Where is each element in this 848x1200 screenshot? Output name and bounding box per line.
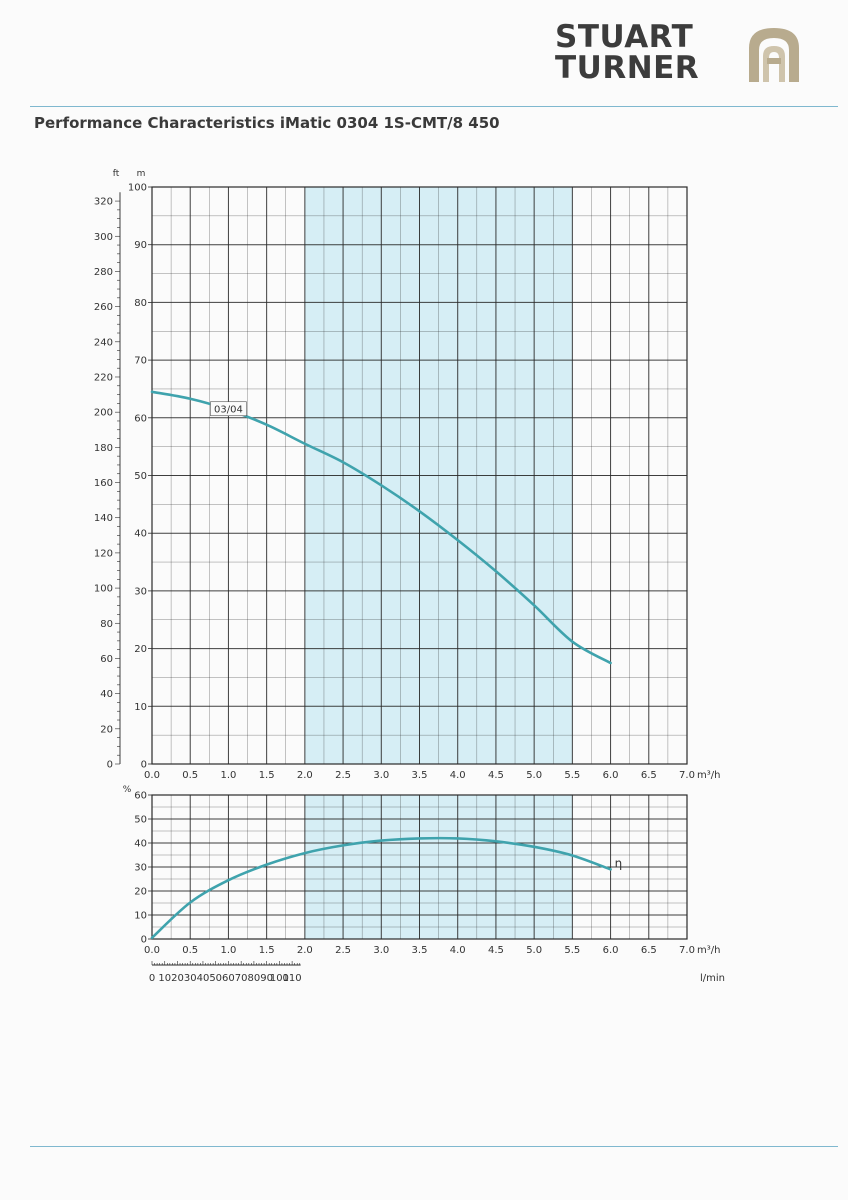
- y-tick-label: 10: [134, 911, 147, 922]
- y-tick-label: 20: [134, 887, 147, 898]
- footer-divider: [30, 1146, 838, 1147]
- x-tick-label-secondary: 30: [184, 973, 197, 984]
- y-tick-label: 20: [134, 644, 147, 655]
- x-tick-label: 3.5: [412, 770, 428, 781]
- x-tick-label: 4.5: [488, 945, 504, 956]
- x-tick-label: 2.0: [297, 945, 313, 956]
- y-tick-label: 40: [134, 839, 147, 850]
- x-tick-label-secondary: 60: [222, 973, 235, 984]
- y-tick-label-secondary: 240: [94, 337, 113, 348]
- x-tick-label: 3.0: [373, 770, 389, 781]
- y-tick-label-secondary: 20: [100, 724, 113, 735]
- y-tick-label-secondary: 260: [94, 302, 113, 313]
- y-tick-label-secondary: 80: [100, 619, 113, 630]
- x-axis-label: m³/h: [697, 770, 720, 781]
- y-tick-label-secondary: 40: [100, 689, 113, 700]
- y-tick-label-secondary: 280: [94, 267, 113, 278]
- x-tick-label-secondary: 20: [171, 973, 184, 984]
- y-tick-label-secondary: 140: [94, 513, 113, 524]
- stuart-turner-logo: STUART TURNER: [555, 22, 815, 88]
- series-curve-efficiency: [150, 836, 612, 940]
- y-tick-label: 100: [128, 183, 147, 194]
- y-tick-label: 0: [141, 935, 147, 946]
- x-tick-label: 0.5: [182, 770, 198, 781]
- header-divider: [30, 106, 838, 107]
- y-axis-label: m: [137, 169, 146, 179]
- x-tick-label-secondary: 110: [283, 973, 302, 984]
- y-tick-label: 10: [134, 702, 147, 713]
- y-tick-label: 60: [134, 413, 147, 424]
- x-tick-label-secondary: 70: [235, 973, 248, 984]
- x-tick-label: 1.0: [220, 770, 236, 781]
- x-tick-label-secondary: 40: [197, 973, 210, 984]
- y-tick-label-secondary: 180: [94, 443, 113, 454]
- x-tick-label: 4.0: [450, 770, 466, 781]
- y-tick-label-secondary: 0: [107, 760, 113, 771]
- y-tick-label-secondary: 100: [94, 584, 113, 595]
- y-tick-label-secondary: 320: [94, 197, 113, 208]
- x-tick-label: 6.0: [603, 770, 619, 781]
- x-tick-label: 2.5: [335, 945, 351, 956]
- x-tick-label: 5.0: [526, 770, 542, 781]
- x-axis-label: m³/h: [697, 945, 720, 956]
- y-tick-label: 30: [134, 863, 147, 874]
- series-label: 03/04: [214, 405, 243, 416]
- x-tick-label: 4.5: [488, 770, 504, 781]
- page-title: Performance Characteristics iMatic 0304 …: [34, 114, 500, 132]
- y-tick-label: 0: [141, 760, 147, 771]
- head-chart: 0.0 0.5 1.0 1.5 2.0 2.5 3.0 3.5 4.0 4.5 5.0 5.5 6.0 6…: [94, 169, 721, 781]
- x-tick-label: 7.0: [679, 945, 695, 956]
- x-tick-label: 4.0: [450, 945, 466, 956]
- y-tick-label: 80: [134, 298, 147, 309]
- y-tick-label-secondary: 300: [94, 232, 113, 243]
- x-tick-label-secondary: 10: [158, 973, 171, 984]
- x-tick-label-secondary: 90: [260, 973, 273, 984]
- y-axis-label: %: [123, 785, 132, 795]
- x-tick-label-secondary: 0: [149, 973, 155, 984]
- y-tick-label: 50: [134, 815, 147, 826]
- x-tick-label: 0.0: [144, 770, 160, 781]
- y-tick-label: 90: [134, 240, 147, 251]
- stuart-turner-emblem-icon: [749, 28, 799, 82]
- x-tick-label: 0.0: [144, 945, 160, 956]
- y-tick-label-secondary: 60: [100, 654, 113, 665]
- y-tick-label: 70: [134, 356, 147, 367]
- x-tick-label: 7.0: [679, 770, 695, 781]
- x-tick-label: 2.0: [297, 770, 313, 781]
- x-tick-label: 1.5: [259, 770, 275, 781]
- x-tick-label: 3.5: [412, 945, 428, 956]
- y-tick-label-secondary: 160: [94, 478, 113, 489]
- x-tick-label: 1.5: [259, 945, 275, 956]
- x-tick-label: 0.5: [182, 945, 198, 956]
- y-tick-label: 50: [134, 471, 147, 482]
- x-tick-label-secondary: 50: [209, 973, 222, 984]
- x-tick-label: 1.0: [220, 945, 236, 956]
- x-axis-label-secondary: l/min: [700, 973, 725, 984]
- logo-wordmark: STUART TURNER: [555, 22, 699, 84]
- efficiency-chart: 0.0 0.5 1.0 1.5 2.0 2.5 3.0 3.5 4.0 4.5 5.0 5.5 6.0 6…: [123, 785, 725, 984]
- x-tick-label: 5.5: [564, 945, 580, 956]
- x-tick-label-secondary: 100: [270, 973, 289, 984]
- x-tick-label: 2.5: [335, 770, 351, 781]
- series-label-box: [210, 401, 247, 417]
- x-tick-label: 5.5: [564, 770, 580, 781]
- y-axis-label-secondary: ft: [113, 169, 120, 179]
- x-tick-label: 5.0: [526, 945, 542, 956]
- series-label: η: [615, 856, 623, 870]
- y-tick-label: 30: [134, 586, 147, 597]
- x-tick-label-secondary: 80: [248, 973, 261, 984]
- x-tick-label: 6.5: [641, 770, 657, 781]
- x-tick-label: 3.0: [373, 945, 389, 956]
- x-tick-label: 6.5: [641, 945, 657, 956]
- x-tick-label: 6.0: [603, 945, 619, 956]
- y-tick-label-secondary: 200: [94, 408, 113, 419]
- y-tick-label-secondary: 220: [94, 372, 113, 383]
- logo-line-2: TURNER: [555, 50, 700, 86]
- y-tick-label-secondary: 120: [94, 548, 113, 559]
- y-tick-label: 40: [134, 529, 147, 540]
- logo-line-1: STUART: [555, 19, 694, 55]
- y-tick-label: 60: [134, 791, 147, 802]
